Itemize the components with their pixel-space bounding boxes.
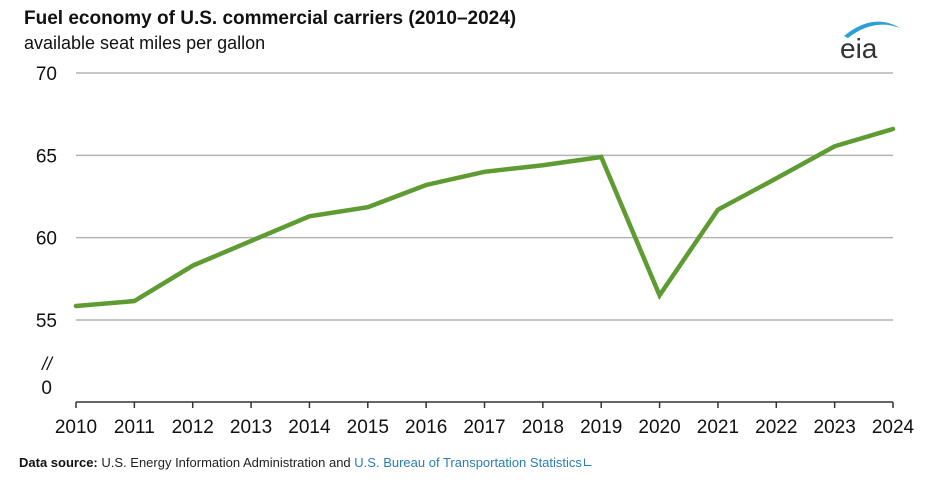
y-axis-labels: 55 60 65 70 // 0 (36, 64, 57, 399)
series-lines (73, 126, 896, 309)
x-tick-label: 2010 (55, 417, 97, 438)
bts-link[interactable]: U.S. Bureau of Transportation Statistics (354, 455, 582, 470)
y-tick-label: 55 (36, 311, 57, 332)
x-tick-label: 2023 (814, 417, 856, 438)
x-tick-label: 2016 (405, 417, 447, 438)
data-source-text: U.S. Energy Information Administration a… (101, 455, 351, 470)
x-tick-label: 2015 (347, 417, 389, 438)
x-tick-label: 2017 (463, 417, 505, 438)
external-link-icon (583, 458, 592, 466)
chart-subtitle: available seat miles per gallon (24, 33, 266, 53)
x-tick-label: 2022 (755, 417, 797, 438)
data-source: Data source: U.S. Energy Information Adm… (19, 455, 592, 470)
x-tick-label: 2019 (580, 417, 622, 438)
x-axis: 2010 2011 2012 2013 2014 2015 2016 2017 2018 2019… (55, 401, 915, 438)
x-tick-label: 2012 (172, 417, 214, 438)
data-source-label: Data source: (19, 455, 98, 470)
y-tick-label: 65 (36, 146, 57, 167)
eia-logo: eia (840, 21, 900, 64)
y-tick-label: 60 (36, 229, 57, 250)
y-tick-label-zero: 0 (41, 378, 52, 399)
x-tick-label: 2021 (697, 417, 739, 438)
logo-text: eia (840, 33, 878, 64)
x-tick-label: 2011 (114, 417, 155, 438)
gridlines (76, 72, 893, 321)
axis-break-symbol: // (40, 354, 54, 374)
x-tick-label: 2024 (872, 417, 915, 438)
x-tick-label: 2018 (522, 417, 564, 438)
chart-title: Fuel economy of U.S. commercial carriers… (24, 8, 517, 29)
y-tick-label: 70 (36, 64, 57, 85)
x-tick-label: 2020 (638, 417, 680, 438)
x-tick-label: 2014 (288, 417, 331, 438)
line-chart: 55 60 65 70 // 0 2010 2011 2012 2013 2014 2015 2016… (36, 64, 915, 438)
logo-arc-icon (844, 21, 900, 38)
x-tick-label: 2013 (230, 417, 272, 438)
